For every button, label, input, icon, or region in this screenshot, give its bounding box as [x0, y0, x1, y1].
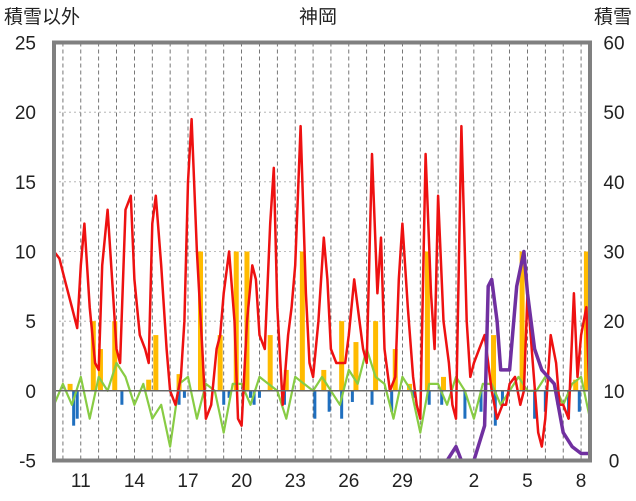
sunshine-bar: [268, 335, 273, 391]
right-tick-label: 30: [603, 243, 624, 264]
precipitation-bar: [76, 391, 79, 419]
precipitation-bar: [249, 391, 252, 398]
right-tick-label: 20: [603, 312, 624, 333]
chart-title: 神岡: [299, 6, 337, 28]
precipitation-bar: [328, 391, 331, 412]
sunshine-bar: [339, 321, 344, 391]
sunshine-bar: [68, 384, 73, 391]
x-tick-label: 2: [469, 471, 480, 492]
sunshine-bar: [146, 380, 151, 391]
left-tick-label: 5: [25, 312, 36, 333]
x-tick-label: 26: [338, 471, 359, 492]
right-tick-label: 50: [603, 103, 624, 124]
left-tick-label: 0: [25, 382, 36, 403]
precipitation-bar: [120, 391, 123, 405]
x-tick-label: 14: [124, 471, 146, 492]
left-tick-label: 25: [15, 34, 36, 55]
right-tick-label: 60: [603, 34, 624, 55]
precipitation-bar: [258, 391, 261, 398]
right-tick-label: 10: [603, 382, 624, 403]
sunshine-bar: [373, 321, 378, 391]
left-tick-label: 15: [15, 173, 36, 194]
right-axis-label: 積雪: [594, 6, 632, 28]
x-tick-label: 20: [231, 471, 252, 492]
sunshine-bar: [441, 377, 446, 391]
x-tick-label: 17: [177, 471, 198, 492]
precipitation-bar: [222, 391, 225, 405]
precipitation-bar: [313, 391, 316, 419]
left-tick-label: 10: [15, 243, 36, 264]
precipitation-bar: [183, 391, 186, 398]
x-tick-label: 23: [285, 471, 306, 492]
right-tick-label: 0: [609, 452, 620, 473]
precipitation-bar: [371, 391, 374, 405]
right-tick-label: 40: [603, 173, 624, 194]
precipitation-bar: [578, 391, 581, 412]
x-tick-label: 8: [576, 471, 587, 492]
x-tick-label: 29: [392, 471, 413, 492]
left-tick-label: 20: [15, 103, 36, 124]
precipitation-bar: [351, 391, 354, 402]
sunshine-bar: [153, 335, 158, 391]
left-axis-label: 積雪以外: [4, 6, 80, 28]
left-tick-label: -5: [19, 452, 36, 473]
x-tick-label: 5: [522, 471, 533, 492]
x-tick-label: 11: [71, 471, 91, 492]
